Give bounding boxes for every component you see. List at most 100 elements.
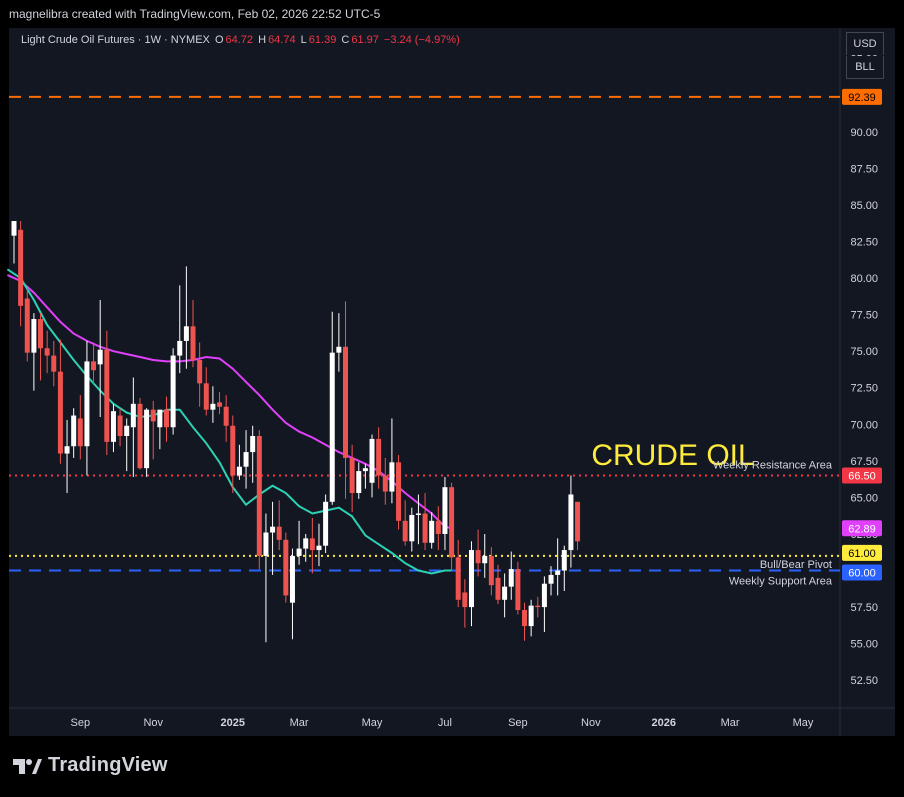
- candle-body: [369, 438, 375, 483]
- weekly-support-price-label-bg: [842, 564, 882, 581]
- y-tick-label: 65.00: [850, 492, 878, 504]
- candle-body: [555, 570, 561, 575]
- x-tick-label: Mar: [290, 717, 309, 729]
- candle-body: [24, 298, 30, 353]
- x-tick-label: May: [362, 717, 383, 729]
- weekly-resistance-label: Weekly Resistance Area: [713, 459, 833, 471]
- y-tick-label: 52.50: [850, 675, 878, 687]
- x-tick-label: Nov: [581, 717, 601, 729]
- candle-body: [336, 346, 342, 353]
- weekly-resistance-price-label: 66.50: [848, 470, 876, 482]
- unit-button[interactable]: BLL: [846, 56, 884, 79]
- candle-body: [84, 361, 90, 447]
- high-label: H: [258, 34, 267, 46]
- y-tick-label: 75.00: [850, 346, 878, 358]
- candle-body: [409, 514, 415, 542]
- candle-body: [117, 415, 123, 436]
- symbol-name: Light Crude Oil Futures · 1W · NYMEX: [21, 34, 210, 46]
- candle-body: [210, 403, 216, 410]
- currency-button[interactable]: USD: [846, 32, 884, 55]
- candle-body: [462, 592, 468, 608]
- candle-body: [163, 409, 169, 428]
- tradingview-logo[interactable]: TradingView: [12, 754, 168, 777]
- pivot-price-label: 61.00: [848, 548, 876, 560]
- candle-body: [442, 487, 448, 534]
- candle-body: [515, 569, 521, 611]
- y-tick-label: 55.00: [850, 639, 878, 651]
- candle-body: [575, 501, 581, 542]
- candle-body: [230, 425, 236, 476]
- candles-group: [11, 221, 581, 643]
- candle-body: [104, 349, 110, 442]
- candle-body: [402, 520, 408, 542]
- candle-body: [362, 468, 368, 472]
- candle-body: [44, 348, 50, 356]
- y-tick-label: 67.50: [850, 456, 878, 468]
- slow-ma-line: [6, 274, 452, 530]
- candle-body: [415, 513, 421, 515]
- candle-body: [150, 409, 156, 422]
- x-tick-label: Sep: [71, 717, 91, 729]
- candle-body: [223, 406, 229, 426]
- candle-body: [250, 436, 256, 453]
- y-tick-label: 87.50: [850, 163, 878, 175]
- candle-body: [495, 577, 501, 600]
- candle-body: [283, 539, 289, 596]
- candle-body: [349, 457, 355, 494]
- candle-body: [289, 555, 295, 603]
- y-tick-label: 80.00: [850, 273, 878, 285]
- candle-body: [455, 557, 461, 600]
- candle-body: [203, 383, 209, 410]
- x-tick-label: Sep: [508, 717, 528, 729]
- close-label: C: [341, 34, 350, 46]
- y-tick-label: 70.00: [850, 419, 878, 431]
- candle-body: [343, 346, 348, 458]
- candle-body: [270, 526, 276, 533]
- candle-body: [522, 610, 528, 627]
- y-tick-label: 57.50: [850, 602, 878, 614]
- x-tick-label: Nov: [143, 717, 163, 729]
- low-value: 61.39: [308, 34, 337, 46]
- creator-line: magnelibra created with TradingView.com,…: [9, 7, 381, 21]
- candle-body: [97, 349, 103, 365]
- y-tick-label: 85.00: [850, 200, 878, 212]
- candle-body: [356, 471, 362, 494]
- candle-body: [429, 520, 435, 543]
- y-tick-label: 90.00: [850, 127, 878, 139]
- high-value: 64.74: [268, 34, 296, 46]
- candle-body: [561, 550, 567, 571]
- candle-body: [190, 326, 196, 360]
- chart-area[interactable]: [9, 28, 895, 736]
- x-tick-label: Jul: [438, 717, 452, 729]
- candle-body: [422, 513, 428, 543]
- candle-body: [535, 605, 541, 608]
- open-label: O: [214, 34, 224, 46]
- candle-body: [31, 319, 37, 353]
- candle-body: [124, 425, 130, 436]
- candle-body: [382, 475, 388, 492]
- candle-body: [11, 221, 17, 236]
- y-tick-label: 72.50: [850, 383, 878, 395]
- candle-body: [177, 340, 183, 356]
- resistance-price-label-bg: [842, 88, 882, 105]
- candle-body: [502, 586, 508, 600]
- candle-body: [548, 574, 554, 584]
- candle-body: [38, 319, 44, 349]
- candle-body: [316, 545, 322, 551]
- candle-body: [396, 462, 402, 521]
- y-tick-label: 77.50: [850, 310, 878, 322]
- candle-body: [77, 418, 83, 447]
- candle-body: [389, 462, 395, 492]
- candle-body: [18, 229, 24, 306]
- pivot-price-label-bg: [842, 544, 882, 561]
- open-value: 64.72: [225, 34, 254, 46]
- candle-body: [157, 409, 163, 428]
- candle-body: [110, 411, 116, 442]
- slow-ma-price-label-bg: [842, 520, 882, 537]
- bull-bear-pivot-label: Bull/Bear Pivot: [760, 559, 832, 571]
- weekly-support-label: Weekly Support Area: [729, 576, 833, 588]
- candle-body: [276, 526, 282, 540]
- candle-body: [449, 487, 455, 558]
- candle-body: [303, 538, 309, 549]
